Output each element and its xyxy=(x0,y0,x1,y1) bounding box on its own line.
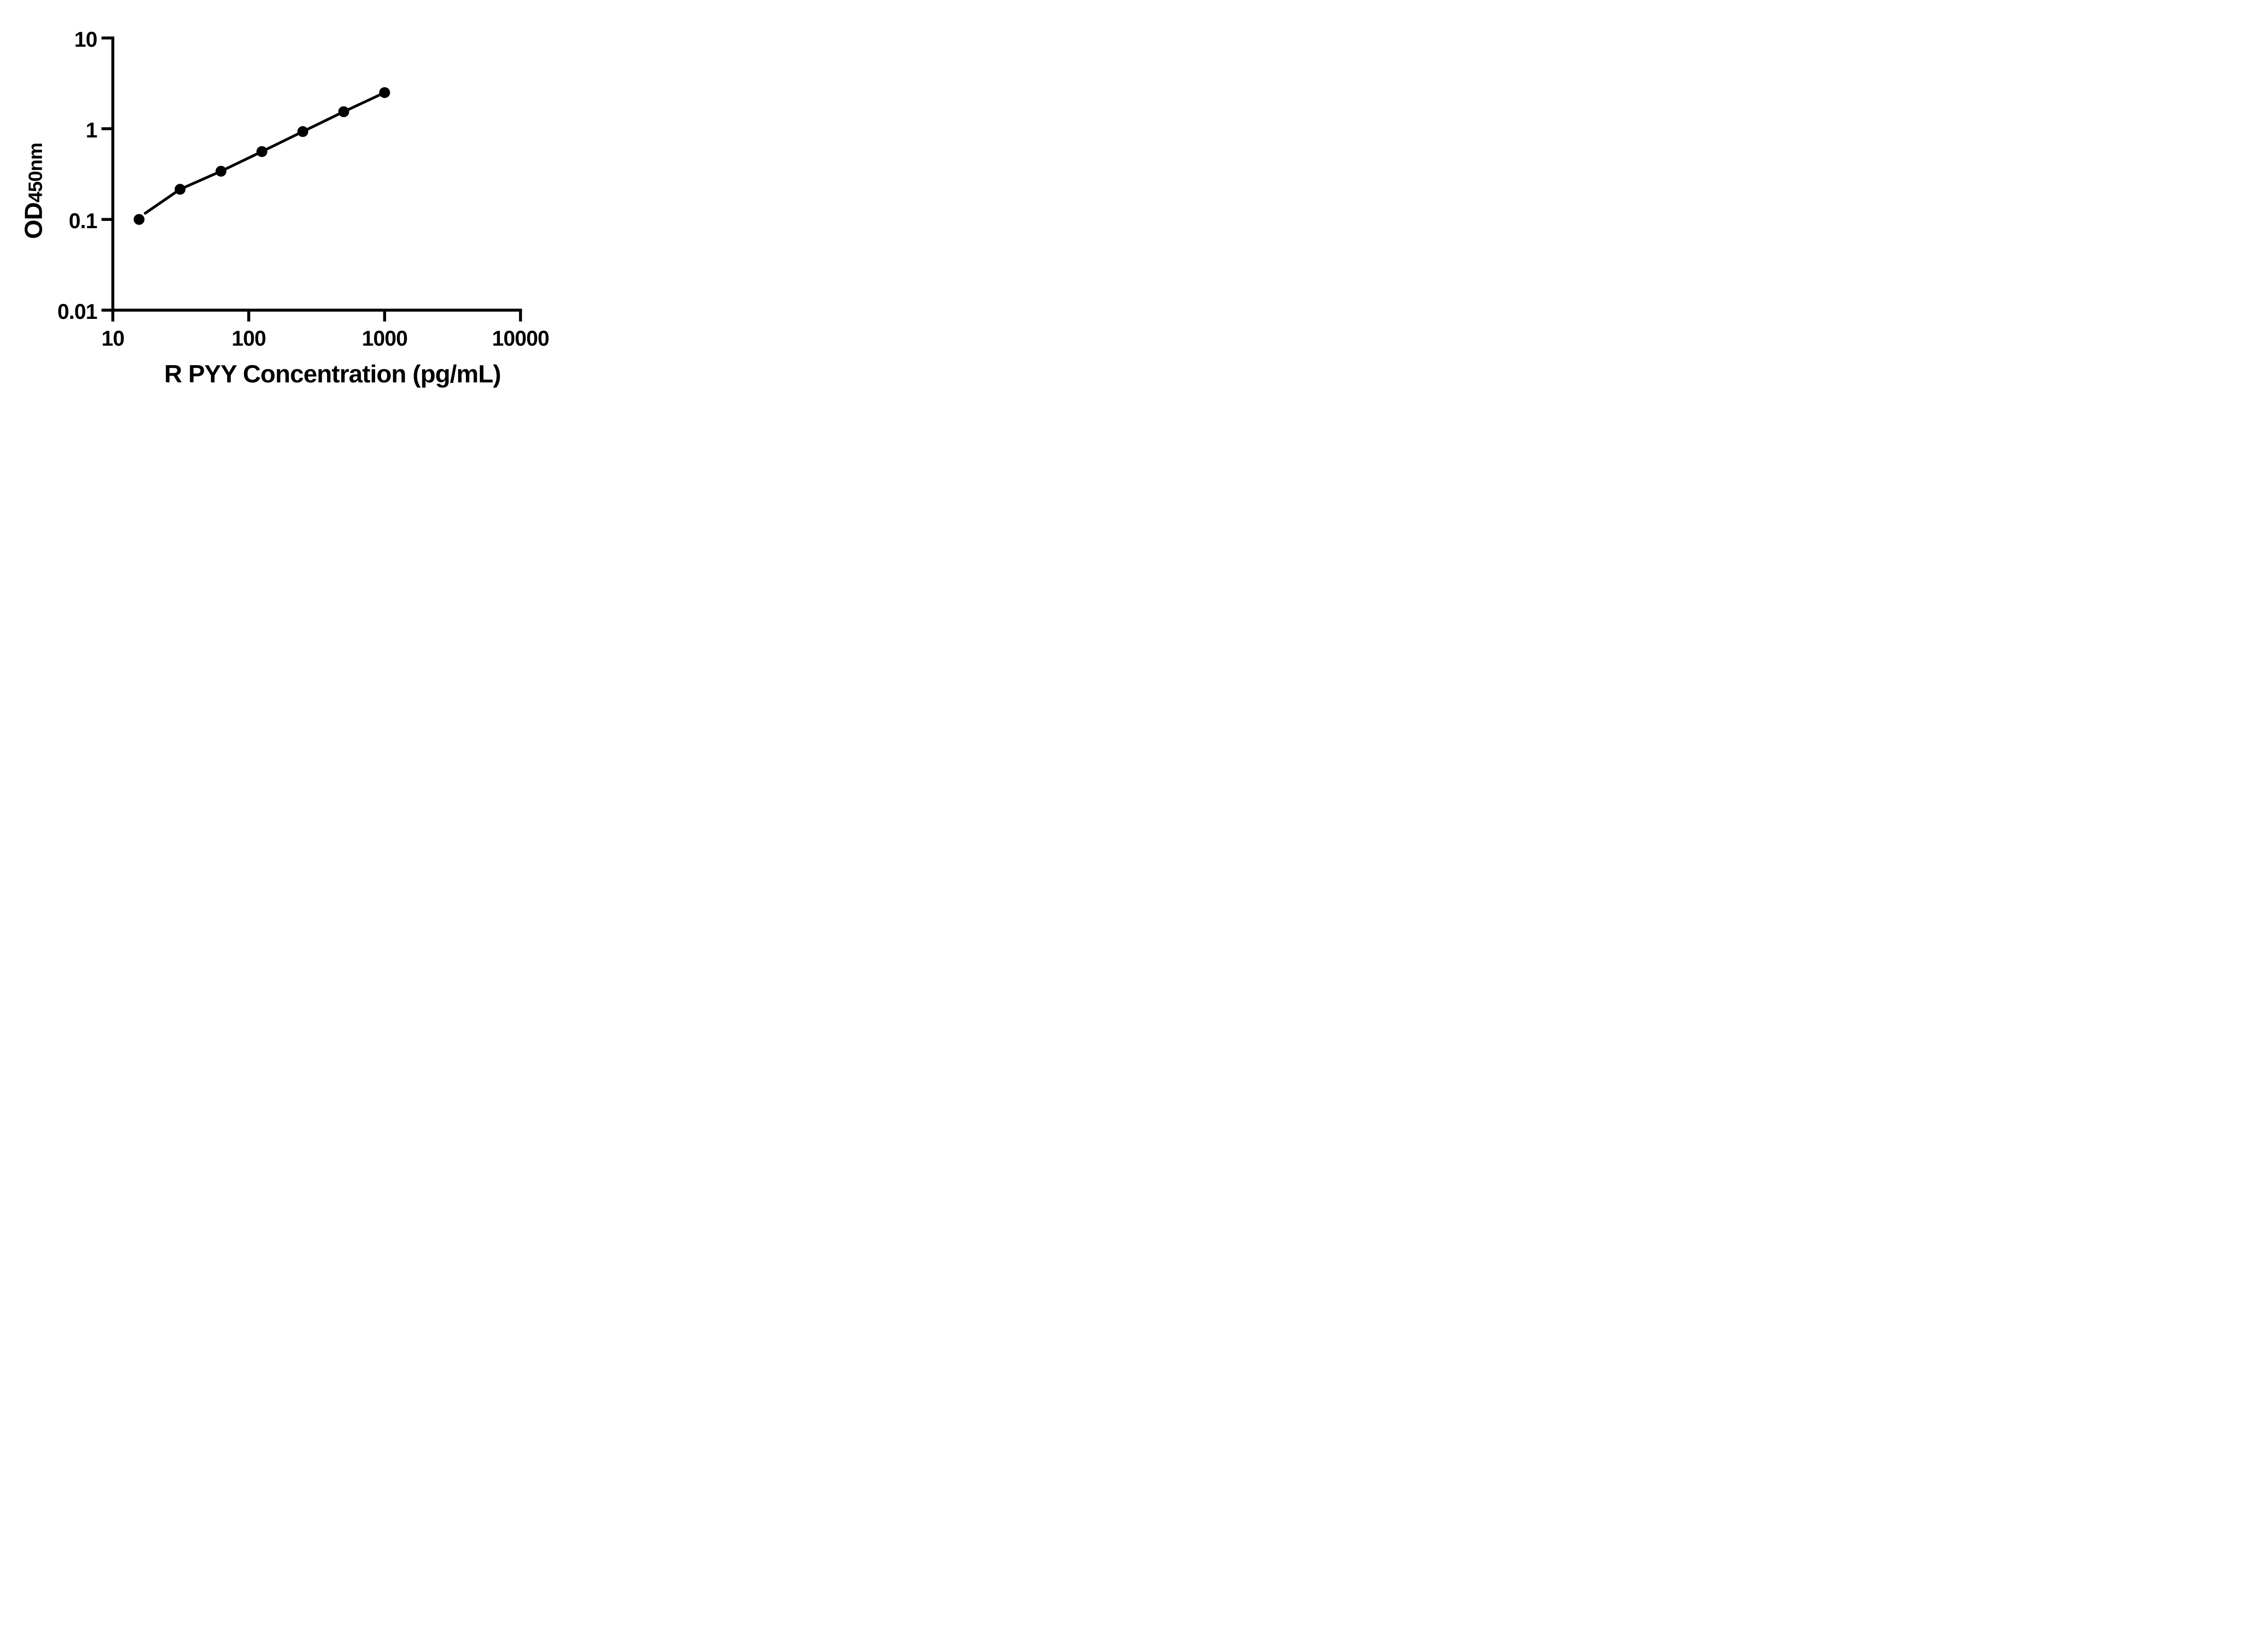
data-point xyxy=(297,126,308,137)
data-point xyxy=(215,166,227,177)
x-tick-label-10: 10 xyxy=(101,326,125,350)
y-tick-label-0.01: 0.01 xyxy=(57,299,98,323)
y-axis-title-main: OD xyxy=(19,202,48,239)
data-point xyxy=(338,106,349,117)
data-point xyxy=(379,87,390,98)
plot-area xyxy=(101,36,522,322)
x-tick-label-100: 100 xyxy=(231,326,266,350)
y-tick-label-10: 10 xyxy=(74,27,98,51)
data-point xyxy=(256,146,268,157)
data-point xyxy=(174,184,186,195)
data-point xyxy=(133,214,145,225)
x-tick-label-10000: 10000 xyxy=(492,326,550,350)
x-tick-label-1000: 1000 xyxy=(362,326,408,350)
y-tick-label-0.1: 0.1 xyxy=(68,208,98,233)
elisa-standard-curve-figure: 10 1 0.1 0.01 10 100 1000 10000 R PYY Co… xyxy=(0,0,583,408)
y-tick-label-1: 1 xyxy=(85,117,98,142)
y-axis-title-subscript: 450nm xyxy=(24,143,47,203)
x-axis-title: R PYY Concentration (pg/mL) xyxy=(164,360,501,388)
y-axis-title: OD450nm xyxy=(19,143,48,239)
